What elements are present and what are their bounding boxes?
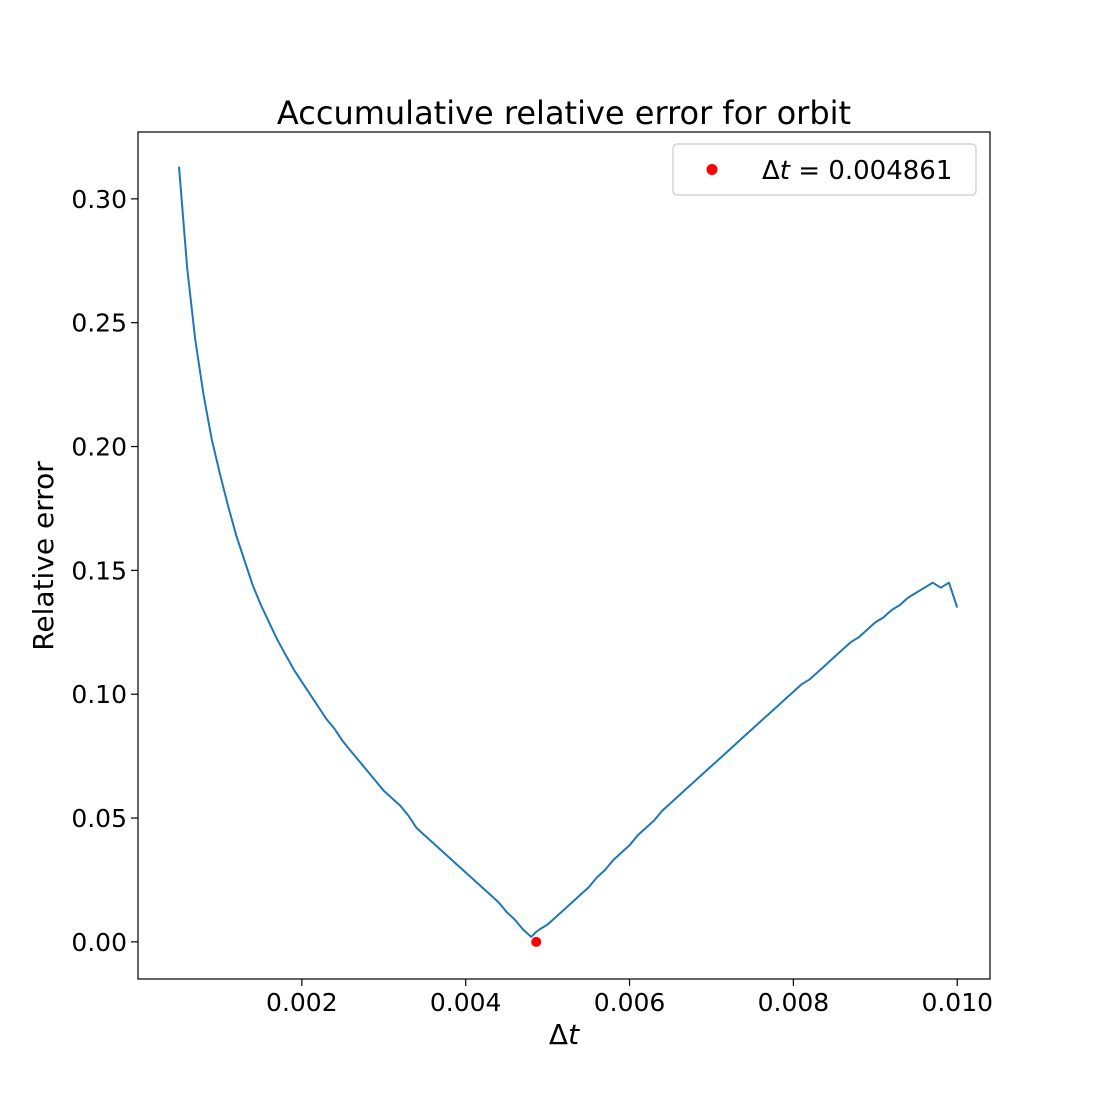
x-tick-label: 0.006 (594, 988, 666, 1017)
legend-box (672, 143, 977, 196)
y-tick-label: 0.30 (71, 185, 127, 214)
series-layer (178, 166, 959, 947)
legend: Δt = 0.004861 (672, 143, 977, 196)
y-tick-label: 0.25 (71, 309, 127, 338)
chart-title: Accumulative relative error for orbit (277, 94, 851, 132)
plot-area (137, 131, 991, 980)
optimal-dt-point (531, 936, 542, 947)
y-tick-label: 0.05 (71, 804, 127, 833)
x-axis-label: Δt (549, 1018, 580, 1051)
x-axis-ticks: 0.002 0.004 0.006 0.008 0.010 (266, 979, 993, 1017)
x-tick-label: 0.002 (266, 988, 338, 1017)
x-tick-label: 0.010 (921, 988, 993, 1017)
y-axis-ticks: 0.00 0.05 0.10 0.15 0.20 0.25 0.30 (71, 185, 138, 957)
legend-label: Δt = 0.004861 (762, 156, 952, 186)
legend-marker (706, 164, 718, 175)
x-tick-label: 0.004 (430, 988, 502, 1017)
y-tick-label: 0.15 (71, 556, 127, 585)
y-tick-label: 0.00 (71, 928, 127, 957)
y-tick-label: 0.20 (71, 433, 127, 462)
x-tick-label: 0.008 (758, 988, 830, 1017)
y-tick-label: 0.10 (71, 680, 127, 709)
y-axis-label: Relative error (27, 461, 60, 651)
error-curve-line (178, 166, 959, 938)
